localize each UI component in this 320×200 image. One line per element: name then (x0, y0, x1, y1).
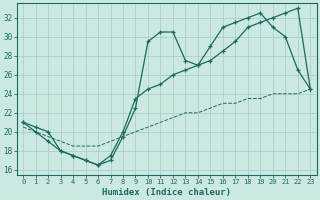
X-axis label: Humidex (Indice chaleur): Humidex (Indice chaleur) (102, 188, 231, 197)
